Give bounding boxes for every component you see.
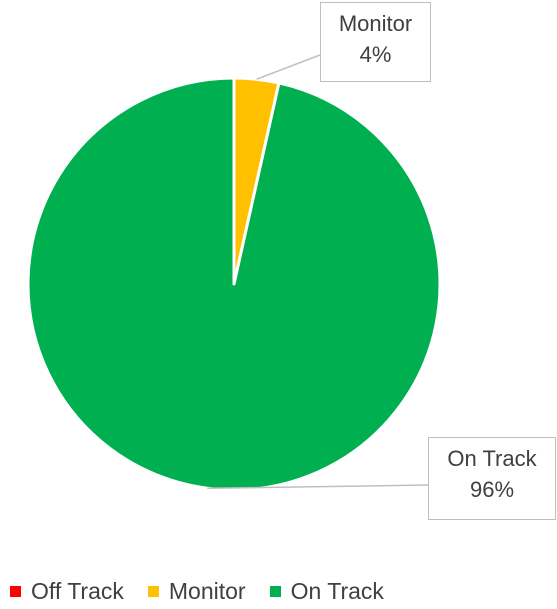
legend-swatch-monitor (147, 586, 159, 597)
leader-lines (207, 54, 429, 490)
leader-line-monitor (256, 54, 321, 80)
pie-slices (26, 76, 442, 492)
data-label-on-track-name: On Track (447, 446, 537, 471)
legend-swatch-on-track (269, 586, 281, 597)
data-label-on-track-value: 96% (469, 477, 515, 502)
legend-item-on-track: On Track (269, 578, 384, 605)
data-label-monitor: Monitor 4% (320, 2, 431, 82)
chart-legend: Off Track Monitor On Track (10, 578, 408, 605)
legend-item-off-track: Off Track (10, 578, 124, 605)
data-label-on-track: On Track 96% (428, 437, 556, 520)
legend-item-monitor: Monitor (147, 578, 246, 605)
data-label-monitor-name: Monitor (338, 11, 413, 36)
legend-label-on-track: On Track (290, 578, 384, 604)
legend-label-monitor: Monitor (168, 578, 246, 604)
data-label-monitor-value: 4% (359, 42, 392, 67)
legend-label-off-track: Off Track (31, 578, 124, 604)
pie-slice-on-track (26, 76, 442, 492)
legend-swatch-off-track (10, 586, 21, 597)
leader-line-on-track (207, 484, 429, 490)
